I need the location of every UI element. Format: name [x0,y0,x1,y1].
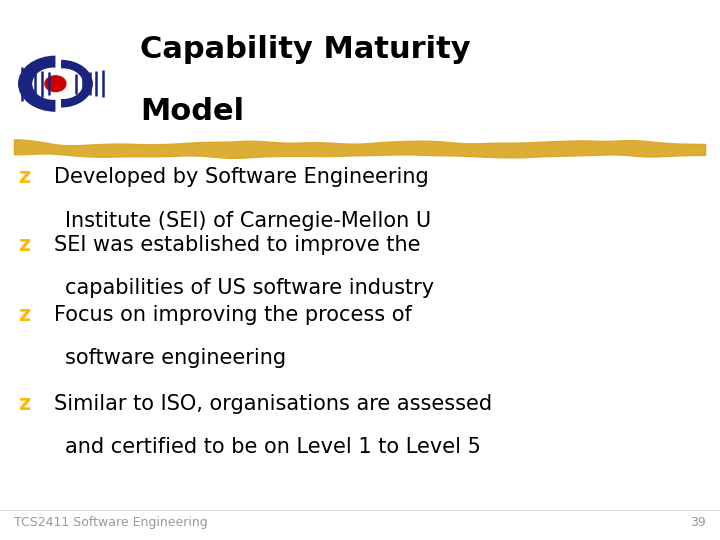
Polygon shape [14,140,706,158]
Text: Capability Maturity: Capability Maturity [140,35,471,64]
Wedge shape [61,60,93,107]
Circle shape [43,69,82,98]
Text: z: z [18,167,30,187]
Text: Similar to ISO, organisations are assessed: Similar to ISO, organisations are assess… [54,394,492,414]
Text: z: z [18,394,30,414]
Wedge shape [18,56,55,112]
Text: 39: 39 [690,516,706,529]
Text: Focus on improving the process of: Focus on improving the process of [54,305,412,325]
Text: TCS2411 Software Engineering: TCS2411 Software Engineering [14,516,208,529]
Text: Developed by Software Engineering: Developed by Software Engineering [54,167,428,187]
Circle shape [45,76,66,92]
Circle shape [33,68,74,99]
Text: SEI was established to improve the: SEI was established to improve the [54,235,420,255]
Text: software engineering: software engineering [65,348,286,368]
Text: Model: Model [140,97,245,126]
Text: and certified to be on Level 1 to Level 5: and certified to be on Level 1 to Level … [65,437,481,457]
Text: z: z [18,235,30,255]
Text: Institute (SEI) of Carnegie-Mellon U: Institute (SEI) of Carnegie-Mellon U [65,211,431,231]
Text: capabilities of US software industry: capabilities of US software industry [65,278,434,298]
Text: z: z [18,305,30,325]
